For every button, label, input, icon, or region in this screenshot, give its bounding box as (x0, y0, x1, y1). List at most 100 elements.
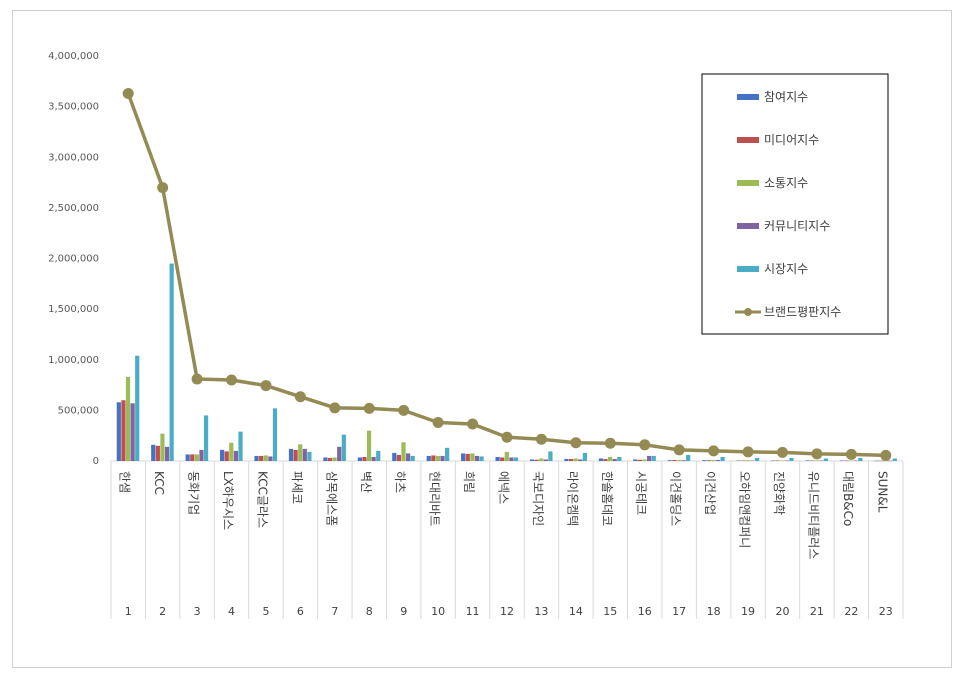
bar (564, 458, 569, 461)
bar (612, 458, 617, 461)
line-point (811, 448, 823, 460)
bar (770, 460, 776, 461)
rank-label: 12 (500, 605, 514, 618)
bar (582, 452, 587, 461)
bar (332, 457, 337, 461)
y-tick-label: 1,000,000 (48, 355, 99, 366)
bar (874, 460, 879, 462)
bar (426, 455, 431, 461)
bar (637, 459, 643, 461)
bar (681, 460, 686, 461)
bar (268, 456, 273, 461)
x-tick-label: 동화기업 (187, 471, 201, 515)
bar (435, 455, 441, 461)
bar-series-group (116, 263, 897, 462)
bar (229, 442, 234, 461)
bar (405, 453, 411, 461)
bar (272, 408, 278, 461)
bar (155, 445, 160, 461)
line-point (157, 182, 169, 194)
rank-label: 3 (194, 605, 201, 618)
bar (151, 444, 156, 461)
bar (633, 459, 638, 461)
line-point (880, 449, 892, 461)
line-point (845, 448, 857, 460)
bar (121, 400, 126, 461)
bar (702, 460, 707, 461)
x-tick-label: 라이온켐텍 (565, 471, 579, 526)
line-point (191, 373, 203, 385)
legend-label: 참여지수 (764, 90, 808, 104)
bar (805, 460, 810, 461)
y-tick-label: 3,000,000 (48, 152, 99, 163)
bar (720, 456, 725, 461)
rank-label: 16 (638, 605, 652, 618)
x-tick-label: 대림B&Co (841, 471, 855, 526)
bar (465, 453, 470, 461)
rank-label: 14 (569, 605, 583, 618)
bar (327, 457, 333, 461)
x-tick-label: 한샘 (118, 471, 132, 493)
bar (810, 460, 815, 461)
bar (440, 455, 445, 461)
rank-label: 1 (125, 605, 132, 618)
bar (568, 458, 574, 461)
rank-label: 8 (366, 605, 373, 618)
rank-label: 9 (400, 605, 407, 618)
bar (642, 459, 647, 461)
line-point (329, 402, 341, 414)
line-point (639, 439, 651, 451)
bar (293, 449, 298, 461)
line-point (226, 374, 238, 386)
legend-swatch-marker (744, 308, 752, 316)
bar (849, 460, 854, 461)
x-tick-label: KCC (152, 471, 166, 495)
line-point (570, 437, 582, 449)
x-tick-label: 오하임앤컴퍼니 (738, 471, 752, 548)
bar (259, 455, 264, 461)
bar (445, 447, 450, 461)
bar (780, 460, 785, 461)
bar (125, 376, 131, 461)
bar (676, 459, 682, 461)
rank-label: 6 (297, 605, 304, 618)
bar (135, 355, 140, 461)
bar (839, 460, 845, 461)
bar (323, 457, 328, 461)
x-tick-label: KCC글라스 (255, 471, 269, 528)
bar (371, 456, 376, 461)
bar (500, 457, 505, 461)
line-point (742, 446, 754, 458)
bar (814, 460, 819, 461)
bar (504, 451, 509, 461)
bar (130, 403, 135, 461)
line-point (708, 445, 720, 457)
bar (784, 460, 789, 461)
bar (706, 460, 711, 461)
bar (263, 455, 268, 461)
bar (608, 456, 613, 461)
bar (233, 450, 239, 461)
legend-label: 미디어지수 (764, 133, 819, 147)
line-point (501, 431, 513, 443)
bar (754, 457, 760, 461)
y-tick-label: 2,000,000 (48, 254, 99, 265)
bar (775, 460, 780, 461)
bar (578, 459, 583, 461)
rank-label: 7 (331, 605, 338, 618)
bar (410, 455, 415, 461)
rank-label: 17 (672, 605, 686, 618)
y-tick-label: 4,000,000 (48, 51, 99, 62)
rank-label: 22 (844, 605, 858, 618)
legend-label: 브랜드평판지수 (764, 305, 841, 319)
x-tick-label: 이건홀딩스 (669, 471, 683, 526)
line-point (294, 391, 306, 403)
bar (672, 459, 677, 461)
x-tick-label: 이건산업 (703, 471, 717, 515)
bar (858, 457, 863, 461)
bar (298, 444, 303, 461)
x-tick-label: 에넥스 (497, 471, 511, 504)
bar (878, 460, 884, 462)
x-tick-label: 한솔홈데코 (600, 471, 614, 526)
bar (401, 442, 406, 461)
